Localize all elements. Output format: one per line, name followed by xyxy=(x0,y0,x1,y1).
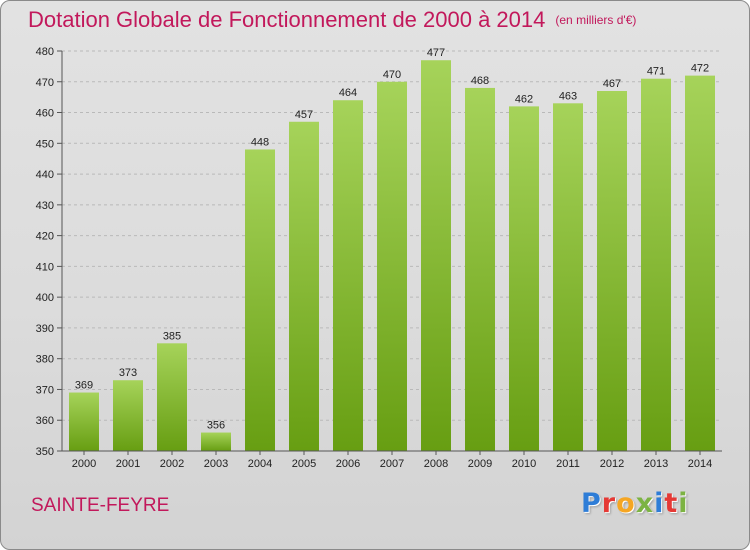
data-label: 464 xyxy=(339,87,357,99)
logo-letter: r xyxy=(601,488,617,519)
x-tick-label: 2005 xyxy=(292,458,316,470)
x-tick-label: 2000 xyxy=(72,458,96,470)
bar xyxy=(289,121,319,452)
y-tick-label: 360 xyxy=(36,415,54,427)
y-tick-label: 460 xyxy=(36,108,54,120)
y-tick-label: 410 xyxy=(36,261,54,273)
data-label: 463 xyxy=(559,90,577,102)
x-tick-label: 2011 xyxy=(556,458,580,470)
bar xyxy=(245,149,275,451)
y-tick-label: 370 xyxy=(36,384,54,396)
data-label: 467 xyxy=(603,78,621,90)
unit-note: (en milliers d'€) xyxy=(555,13,637,27)
x-tick-label: 2010 xyxy=(512,458,536,470)
y-tick-label: 440 xyxy=(36,169,54,181)
data-label: 471 xyxy=(647,66,665,78)
logo-letter: x xyxy=(635,488,655,519)
logo-letter: P xyxy=(581,488,602,519)
axes: 350 360 370 380 390 400 410 420 430 440 450 460 470 4… xyxy=(36,46,722,470)
data-label: 462 xyxy=(515,93,533,105)
commune-name: SAINTE-FEYRE xyxy=(31,495,170,516)
logo-letter: t xyxy=(664,488,679,519)
bar xyxy=(641,78,671,451)
logo-letter: o xyxy=(616,488,636,519)
bar xyxy=(377,81,407,452)
bars: 369 373 385 356 448 457 464 470 477 468 462 463 467 4… xyxy=(69,47,715,452)
bar xyxy=(69,392,99,451)
y-tick-label: 420 xyxy=(36,231,54,243)
y-tick-label: 350 xyxy=(36,446,54,458)
x-tick-label: 2003 xyxy=(204,458,228,470)
x-tick-label: 2014 xyxy=(688,458,712,470)
data-label: 373 xyxy=(119,367,137,379)
bar xyxy=(421,60,451,451)
y-tick-label: 430 xyxy=(36,200,54,212)
x-tick-label: 2006 xyxy=(336,458,360,470)
data-label: 470 xyxy=(383,69,401,81)
data-label: 477 xyxy=(427,47,445,59)
bar xyxy=(597,91,627,451)
x-tick-label: 2004 xyxy=(248,458,272,470)
y-tick-label: 390 xyxy=(36,323,54,335)
bar xyxy=(201,432,231,451)
proxiti-logo: Proxiti xyxy=(581,488,689,519)
x-tick-label: 2002 xyxy=(160,458,184,470)
data-label: 385 xyxy=(163,330,181,342)
data-label: 369 xyxy=(75,380,93,392)
y-tick-label: 450 xyxy=(36,138,54,150)
bar xyxy=(553,103,583,452)
x-tick-label: 2008 xyxy=(424,458,448,470)
chart-title: Dotation Globale de Fonctionnement de 20… xyxy=(28,7,636,33)
x-tick-label: 2007 xyxy=(380,458,404,470)
bar xyxy=(685,75,715,451)
title-text: Dotation Globale de Fonctionnement de 20… xyxy=(28,7,546,32)
data-label: 356 xyxy=(207,420,225,432)
x-tick-label: 2001 xyxy=(116,458,140,470)
data-label: 457 xyxy=(295,109,313,121)
bar xyxy=(113,380,143,451)
bar xyxy=(333,100,363,451)
data-label: 448 xyxy=(251,136,269,148)
bar xyxy=(509,106,539,451)
data-label: 472 xyxy=(691,63,709,75)
y-tick-label: 400 xyxy=(36,292,54,304)
bar xyxy=(157,343,187,451)
y-tick-label: 480 xyxy=(36,46,54,58)
data-label: 468 xyxy=(471,75,489,87)
y-tick-label: 380 xyxy=(36,354,54,366)
logo-letter: i xyxy=(654,488,665,519)
logo-letter: i xyxy=(678,488,689,519)
y-tick-label: 470 xyxy=(36,77,54,89)
x-tick-label: 2012 xyxy=(600,458,624,470)
x-tick-label: 2013 xyxy=(644,458,668,470)
bar xyxy=(465,87,495,451)
x-tick-label: 2009 xyxy=(468,458,492,470)
